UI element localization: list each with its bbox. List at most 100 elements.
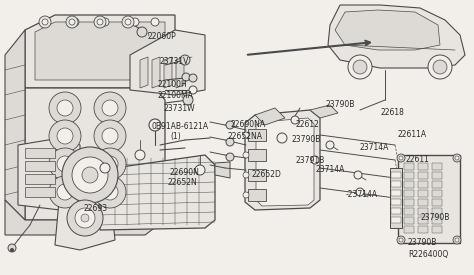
Circle shape — [428, 55, 452, 79]
Circle shape — [291, 116, 299, 124]
Polygon shape — [255, 108, 285, 125]
Circle shape — [122, 16, 134, 28]
Bar — [248, 149, 266, 161]
Bar — [391, 190, 401, 196]
Circle shape — [131, 18, 139, 26]
Bar — [398, 155, 460, 243]
Circle shape — [151, 18, 159, 26]
Circle shape — [311, 156, 319, 164]
Text: 23791B: 23791B — [296, 156, 325, 165]
Circle shape — [277, 133, 287, 143]
Polygon shape — [176, 57, 184, 88]
Circle shape — [397, 154, 405, 162]
Polygon shape — [18, 138, 80, 210]
Bar — [25, 148, 55, 158]
Bar — [418, 217, 428, 224]
Circle shape — [137, 27, 147, 37]
Bar — [418, 163, 428, 170]
Bar — [418, 226, 428, 233]
Circle shape — [71, 18, 79, 26]
Text: 22060P: 22060P — [148, 32, 177, 41]
Bar — [432, 226, 442, 233]
Polygon shape — [140, 57, 148, 88]
Circle shape — [125, 19, 131, 25]
Circle shape — [354, 171, 362, 179]
Circle shape — [433, 60, 447, 74]
Bar — [248, 129, 266, 141]
Bar — [404, 208, 414, 215]
Circle shape — [180, 55, 190, 65]
Circle shape — [49, 120, 81, 152]
Circle shape — [189, 74, 197, 82]
Polygon shape — [328, 5, 465, 68]
Circle shape — [353, 60, 367, 74]
Circle shape — [226, 121, 234, 129]
Circle shape — [243, 172, 249, 178]
Circle shape — [102, 156, 118, 172]
Text: 23731V: 23731V — [160, 57, 190, 66]
Circle shape — [67, 200, 103, 236]
Bar — [418, 190, 428, 197]
Bar — [391, 181, 401, 187]
Circle shape — [81, 214, 89, 222]
Bar — [25, 174, 55, 184]
Bar — [418, 208, 428, 215]
Bar — [391, 199, 401, 205]
Polygon shape — [100, 155, 215, 230]
Circle shape — [102, 128, 118, 144]
Circle shape — [243, 192, 249, 198]
Text: 22100H: 22100H — [158, 80, 188, 89]
Circle shape — [243, 152, 249, 158]
Polygon shape — [5, 30, 25, 220]
Text: 23731W: 23731W — [164, 104, 196, 113]
Polygon shape — [152, 57, 160, 88]
Bar — [391, 217, 401, 223]
Circle shape — [8, 244, 16, 252]
Circle shape — [82, 167, 98, 183]
Circle shape — [57, 128, 73, 144]
Bar — [432, 208, 442, 215]
Polygon shape — [5, 200, 165, 235]
Circle shape — [94, 120, 126, 152]
Circle shape — [69, 19, 75, 25]
Circle shape — [49, 148, 81, 180]
Circle shape — [62, 147, 118, 203]
Circle shape — [57, 156, 73, 172]
Circle shape — [189, 86, 197, 94]
Bar — [248, 169, 266, 181]
Circle shape — [149, 119, 161, 131]
Text: 23790B: 23790B — [326, 100, 356, 109]
Bar — [404, 181, 414, 188]
Polygon shape — [25, 15, 175, 88]
Polygon shape — [215, 162, 230, 178]
Polygon shape — [95, 160, 110, 178]
Circle shape — [57, 100, 73, 116]
Text: 23790B: 23790B — [421, 213, 450, 222]
Circle shape — [75, 208, 95, 228]
Circle shape — [226, 153, 234, 161]
Bar — [432, 172, 442, 179]
Circle shape — [94, 16, 106, 28]
Circle shape — [102, 184, 118, 200]
Bar — [432, 217, 442, 224]
Circle shape — [66, 16, 78, 28]
Polygon shape — [164, 57, 172, 88]
Circle shape — [135, 150, 145, 160]
Polygon shape — [25, 88, 165, 220]
Polygon shape — [310, 105, 338, 118]
Circle shape — [94, 176, 126, 208]
Bar — [432, 163, 442, 170]
Polygon shape — [335, 10, 440, 50]
Text: 22690N: 22690N — [170, 168, 200, 177]
Text: 0B91AB-6121A: 0B91AB-6121A — [152, 122, 209, 131]
Text: 23790B: 23790B — [292, 135, 321, 144]
Circle shape — [57, 184, 73, 200]
Polygon shape — [35, 22, 165, 80]
Circle shape — [10, 248, 14, 252]
Circle shape — [399, 238, 403, 242]
Bar — [25, 161, 55, 171]
Text: 23714A: 23714A — [360, 143, 389, 152]
Text: 22612: 22612 — [296, 120, 320, 129]
Circle shape — [94, 148, 126, 180]
Circle shape — [183, 95, 193, 105]
